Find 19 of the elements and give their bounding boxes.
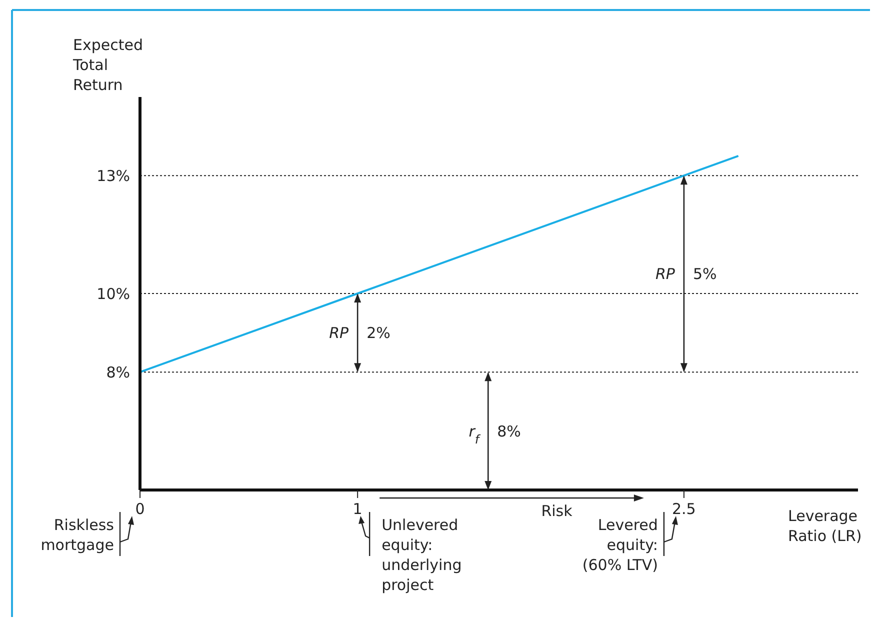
text: Unlevered equity: underlying project [382, 516, 462, 594]
annotation: 8% [497, 422, 521, 440]
text: Levered equity: (60% LTV) [582, 516, 658, 574]
y-tick-label: 13% [96, 166, 130, 185]
annotation: 2% [366, 324, 390, 342]
annotation: RP [329, 324, 350, 342]
x-tick-label: 0 [135, 500, 145, 518]
x-tick-label: 2.5 [672, 500, 696, 518]
annotation: RP [655, 265, 676, 284]
x-tick-label: 1 [352, 500, 362, 518]
x-axis-title: Leverage Ratio (LR) [788, 507, 862, 545]
annotation: 5% [692, 265, 717, 284]
y-tick-label: 10% [96, 284, 130, 303]
annotation: r$_{f}$ [468, 422, 481, 446]
y-axis-title: Expected Total Return [72, 36, 143, 94]
text: Risk [541, 502, 573, 520]
y-tick-label: 8% [106, 363, 130, 382]
line-series [139, 154, 740, 374]
text: Riskless mortgage [40, 516, 114, 554]
